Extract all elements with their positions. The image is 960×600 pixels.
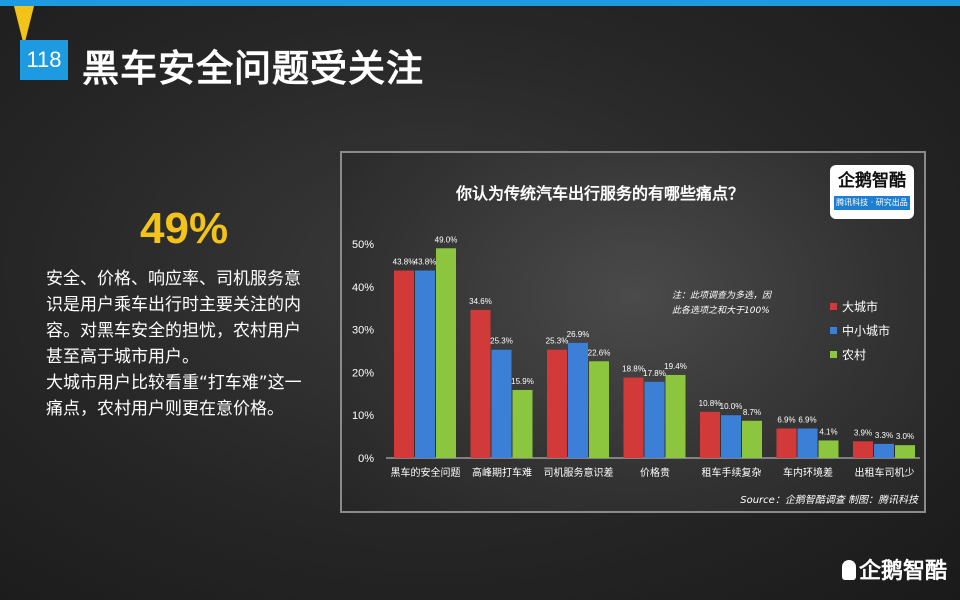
data-label: 43.8% [393, 258, 416, 267]
legend-label: 农村 [842, 348, 866, 362]
page-title: 黑车安全问题受关注 [82, 47, 424, 90]
x-tick-label: 高峰期打车难 [472, 466, 532, 479]
chart-note-line-1: 注：此项调查为多选，因 [672, 290, 773, 301]
description-paragraph-2: 大城市用户比较看重“打车难”这一痛点，农村用户则更在意价格。 [46, 373, 302, 419]
data-label: 18.8% [622, 365, 645, 374]
data-labels-group: 43.8% 34.6% 25.3% 18.8% 10.8% 6.9% 3.9% 43.8% 25… [393, 235, 914, 441]
brand-logo-subtext: 腾讯科技 · 研究出品 [834, 196, 910, 210]
data-label: 10.8% [699, 399, 722, 408]
bar [394, 270, 414, 458]
bar [818, 440, 839, 458]
data-label: 3.3% [875, 431, 893, 440]
chart-panel: 你认为传统汽车出行服务的有哪些痛点？ 0% 10% 20% 30% 40% 50% 43.… [340, 151, 926, 513]
y-tick-label: 20% [352, 367, 374, 379]
page-number: 118 [20, 40, 68, 80]
data-label: 49.0% [435, 235, 458, 244]
bar [895, 445, 915, 458]
data-label: 22.6% [588, 348, 611, 357]
data-label: 15.9% [511, 377, 534, 386]
highlight-percentage: 49% [140, 204, 229, 253]
bar [436, 248, 456, 458]
bar [491, 349, 512, 458]
top-accent-bar [0, 0, 960, 6]
bar [797, 428, 818, 458]
bar [665, 374, 686, 458]
data-label: 25.3% [490, 337, 513, 346]
legend-swatch [830, 351, 837, 358]
chart-note-line-2: 此各选项之和大于100% [672, 305, 770, 316]
data-label: 25.3% [546, 337, 569, 346]
x-axis-labels: 黑车的安全问题 高峰期打车难 司机服务意识差 价格贵 租车手续复杂 车内环境差 出租车司机少 [391, 466, 915, 479]
y-tick-label: 30% [352, 325, 374, 337]
footer-logo: 企鹅智酷 [842, 553, 947, 585]
data-label: 6.9% [777, 415, 795, 424]
data-label: 17.8% [643, 369, 666, 378]
bar [547, 349, 567, 458]
data-label: 4.1% [819, 427, 837, 436]
bar [776, 428, 797, 458]
brand-logo: 企鹅智酷 腾讯科技 · 研究出品 [830, 165, 914, 219]
x-tick-label: 司机服务意识差 [544, 466, 614, 479]
bar [644, 381, 665, 458]
bar [589, 361, 609, 458]
legend-swatch [830, 303, 837, 310]
y-tick-label: 10% [352, 410, 374, 422]
bar [512, 389, 533, 458]
legend-label: 中小城市 [842, 323, 890, 338]
chart-title: 你认为传统汽车出行服务的有哪些痛点？ [455, 184, 744, 203]
bars-group [394, 248, 915, 458]
yellow-accent-shape [14, 6, 34, 46]
data-label: 26.9% [567, 330, 590, 339]
legend-swatch [830, 327, 837, 334]
data-label: 8.7% [743, 408, 761, 417]
description-text: 安全、价格、响应率、司机服务意识是用户乘车出行时主要关注的内容。对黑车安全的担忧… [46, 266, 314, 422]
bar [700, 411, 720, 458]
y-tick-label: 50% [352, 239, 374, 251]
bar [742, 420, 762, 458]
y-tick-label: 40% [352, 282, 374, 294]
data-label: 43.8% [414, 258, 437, 267]
penguin-icon [842, 560, 856, 580]
bar [874, 443, 894, 458]
bar [415, 270, 435, 458]
bar [470, 309, 491, 458]
bar [721, 415, 741, 458]
bar [853, 441, 873, 458]
data-label: 34.6% [469, 297, 492, 306]
x-tick-label: 价格贵 [640, 466, 670, 479]
y-axis-ticks: 0% 10% 20% 30% 40% 50% [352, 239, 374, 465]
legend-label: 大城市 [842, 299, 878, 314]
data-label: 10.0% [720, 402, 743, 411]
data-label: 19.4% [664, 362, 687, 371]
chart-source: Source：企鹅智酷调查 制图：腾讯科技 [740, 494, 920, 506]
x-tick-label: 租车手续复杂 [702, 466, 762, 479]
footer-logo-text: 企鹅智酷 [859, 559, 948, 584]
data-label: 3.0% [896, 432, 914, 441]
data-label: 6.9% [798, 415, 816, 424]
bar [623, 377, 644, 458]
bar-chart: 你认为传统汽车出行服务的有哪些痛点？ 0% 10% 20% 30% 40% 50% 43.… [352, 184, 920, 506]
bar [568, 342, 588, 458]
data-label: 3.9% [854, 428, 872, 437]
x-tick-label: 车内环境差 [783, 466, 833, 479]
description-paragraph-1: 安全、价格、响应率、司机服务意识是用户乘车出行时主要关注的内容。对黑车安全的担忧… [46, 269, 301, 367]
brand-logo-text: 企鹅智酷 [838, 171, 906, 191]
y-tick-label: 0% [358, 453, 374, 465]
x-tick-label: 出租车司机少 [855, 466, 915, 479]
x-tick-label: 黑车的安全问题 [391, 466, 461, 479]
